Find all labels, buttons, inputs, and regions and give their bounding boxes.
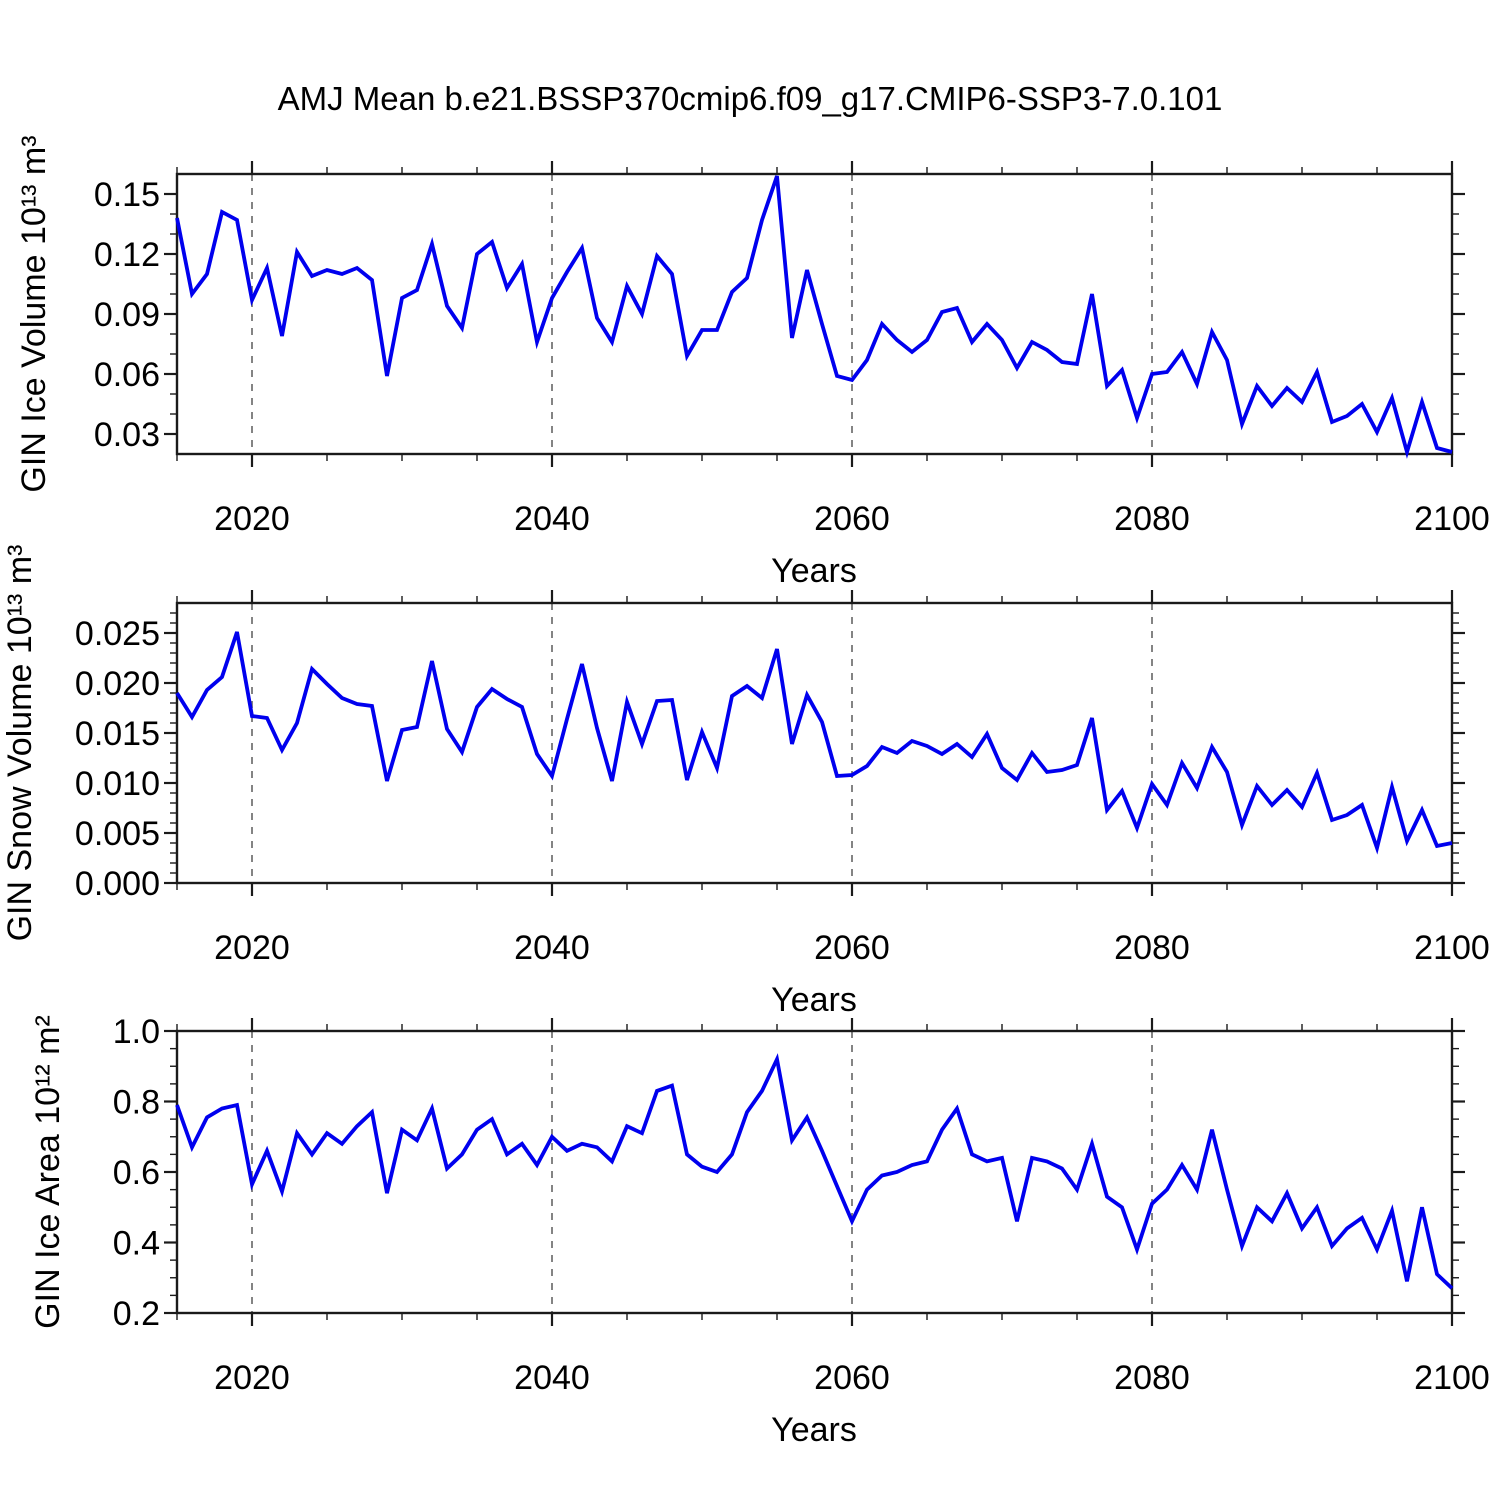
x-tick-label: 2100 xyxy=(1414,500,1490,538)
y-tick-label: 0.005 xyxy=(75,815,160,853)
data-line-gin-snow-volume xyxy=(175,631,1453,855)
y-tick-label: 0.6 xyxy=(113,1154,160,1192)
y-tick-label: 0.010 xyxy=(75,765,160,803)
y-tick-label: 0.2 xyxy=(113,1295,160,1333)
x-tick-label: 2100 xyxy=(1414,929,1490,967)
x-tick-label: 2100 xyxy=(1414,1359,1490,1397)
y-tick-label: 0.015 xyxy=(75,715,160,753)
y-tick-label: 0.06 xyxy=(94,356,160,394)
x-tick-label: 2060 xyxy=(814,929,890,967)
panel-gin-snow-volume: 2020 2040 2060 2080 2100 0.000 0.005 0.010 0.015… xyxy=(75,590,1490,967)
x-axis-title-panel-1: Years xyxy=(771,552,857,590)
chart-title: AMJ Mean b.e21.BSSP370cmip6.f09_g17.CMIP… xyxy=(277,80,1223,117)
x-tick-label: 2080 xyxy=(1114,1359,1190,1397)
x-tick-label: 2020 xyxy=(214,929,290,967)
data-line-gin-ice-area xyxy=(175,1053,1454,1290)
y-axis-title-ice-area: GIN Ice Area 10¹² m² xyxy=(28,1015,67,1329)
x-tick-label: 2020 xyxy=(214,1359,290,1397)
y-tick-label: 0.09 xyxy=(94,296,160,334)
y-tick-label: 0.8 xyxy=(113,1084,160,1122)
x-tick-label: 2040 xyxy=(514,1359,590,1397)
data-line-gin-ice-volume xyxy=(175,175,1453,459)
x-tick-label: 2040 xyxy=(514,500,590,538)
y-tick-label: 0.03 xyxy=(94,416,160,454)
x-tick-label: 2080 xyxy=(1114,500,1190,538)
x-tick-label: 2020 xyxy=(214,500,290,538)
y-tick-label: 0.020 xyxy=(75,665,160,703)
y-tick-label: 0.000 xyxy=(75,865,160,903)
panel-gin-ice-volume: 2020 2040 2060 2080 2100 0.03 0.06 0.09 0.12 0.15 xyxy=(94,161,1490,538)
x-axis-title-panel-3: Years xyxy=(771,1411,857,1449)
y-tick-label: 1.0 xyxy=(113,1013,160,1051)
panel-gin-ice-area: 2020 2040 2060 2080 2100 0.2 0.4 0.6 0.8 1.0 xyxy=(113,1013,1490,1397)
y-tick-label: 0.4 xyxy=(113,1225,160,1263)
x-tick-label: 2060 xyxy=(814,1359,890,1397)
x-tick-label: 2060 xyxy=(814,500,890,538)
x-axis-title-panel-2: Years xyxy=(771,981,857,1019)
x-tick-label: 2080 xyxy=(1114,929,1190,967)
y-tick-label: 0.15 xyxy=(94,176,160,214)
y-tick-label: 0.12 xyxy=(94,236,160,274)
y-tick-label: 0.025 xyxy=(75,615,160,653)
x-tick-label: 2040 xyxy=(514,929,590,967)
